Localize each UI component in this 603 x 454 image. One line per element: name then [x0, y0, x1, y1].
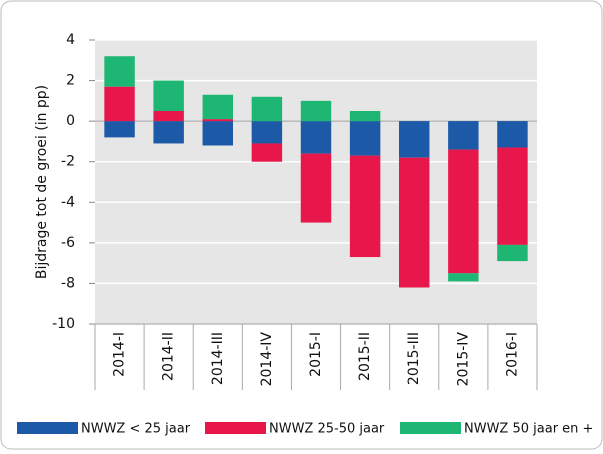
- legend-swatch: [205, 422, 266, 434]
- y-tick-label: -4: [61, 194, 75, 210]
- legend-label: NWWZ < 25 jaar: [81, 422, 191, 437]
- bar-segment: [300, 153, 332, 223]
- bar-segment: [349, 155, 381, 258]
- bar-segment: [104, 121, 135, 138]
- legend-label: NWWZ 25-50 jaar: [269, 422, 385, 437]
- bar-segment: [300, 121, 332, 154]
- bar-segment: [202, 94, 234, 120]
- x-tick-label: 2014-I: [112, 332, 128, 377]
- y-tick-label: -6: [61, 235, 75, 251]
- y-tick-label: -2: [61, 154, 75, 170]
- bar-segment: [349, 121, 381, 156]
- x-tick-label: 2016-I: [504, 332, 520, 377]
- bar-segment: [251, 143, 283, 162]
- bar-segment: [497, 147, 528, 245]
- x-tick-label: 2014-III: [210, 332, 226, 385]
- y-tick-label: -10: [52, 316, 75, 332]
- bar-segment: [398, 121, 430, 158]
- legend-swatch: [17, 422, 78, 434]
- y-axis-label: Bijdrage tot de groei (in pp): [34, 85, 50, 279]
- bar-segment: [251, 96, 283, 122]
- bar-segment: [153, 111, 184, 122]
- bar-segment: [448, 121, 479, 150]
- x-tick-label: 2015-III: [406, 332, 422, 385]
- y-tick-label: 2: [66, 73, 75, 89]
- bar-segment: [398, 157, 430, 288]
- bar-segment: [104, 86, 135, 122]
- y-tick-label: 4: [66, 32, 75, 48]
- bar-segment: [153, 80, 184, 111]
- bar-segment: [448, 149, 479, 274]
- x-tick-label: 2015-I: [308, 332, 324, 377]
- x-tick-label: 2015-II: [357, 332, 373, 381]
- legend-swatch: [400, 422, 461, 434]
- bar-segment: [497, 244, 528, 262]
- bar-segment: [497, 121, 528, 148]
- legend-label: NWWZ 50 jaar en +: [464, 422, 593, 437]
- bar-segment: [300, 100, 332, 122]
- bar-segment: [349, 111, 381, 122]
- bar-segment: [153, 121, 184, 144]
- bar-segment: [202, 119, 234, 122]
- x-tick-label: 2015-IV: [455, 332, 471, 387]
- y-tick-label: -8: [61, 275, 75, 291]
- x-tick-label: 2014-II: [161, 332, 177, 381]
- bar-segment: [448, 273, 479, 282]
- bar-segment: [202, 121, 234, 146]
- y-tick-label: 0: [66, 113, 75, 129]
- x-tick-label: 2014-IV: [259, 332, 275, 387]
- bar-segment: [104, 56, 135, 87]
- bar-segment: [251, 121, 283, 144]
